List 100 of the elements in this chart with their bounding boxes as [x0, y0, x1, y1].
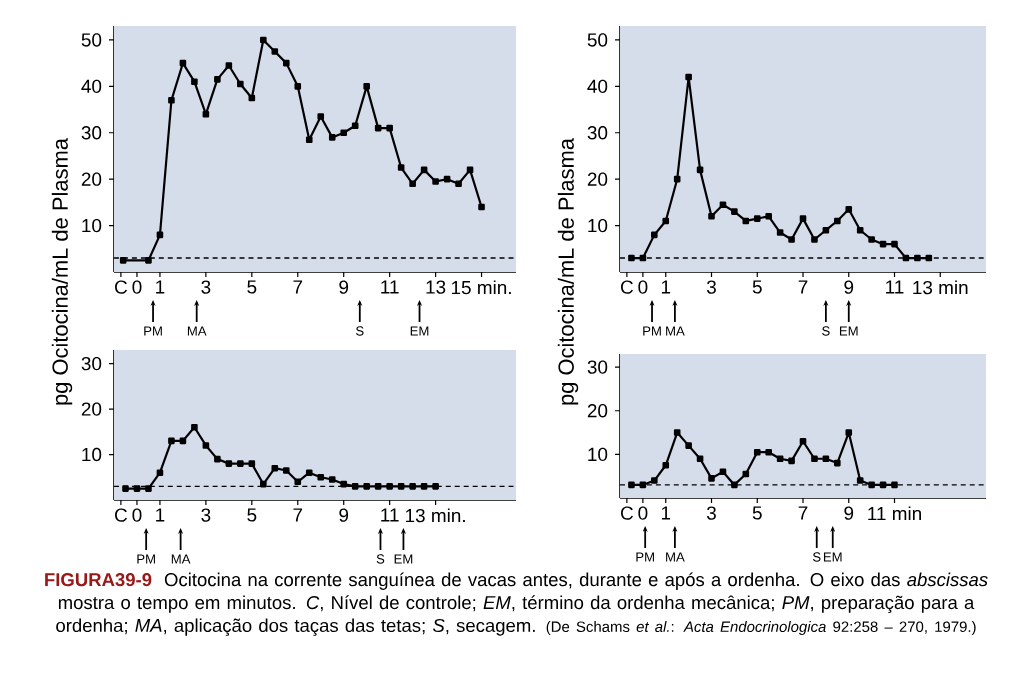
point — [237, 80, 244, 88]
point — [868, 236, 875, 243]
point — [742, 470, 750, 478]
x-tick-label: 9 — [339, 280, 349, 294]
point — [351, 483, 359, 490]
point — [133, 485, 141, 492]
point — [432, 178, 439, 185]
point — [834, 217, 841, 225]
x-tick-label: C — [621, 280, 633, 294]
y-tick-label: 30 — [587, 360, 608, 374]
point — [202, 110, 210, 118]
point — [822, 226, 830, 234]
x-tick-label: 7 — [293, 280, 303, 294]
y-tick-label: 20 — [81, 402, 102, 416]
point — [282, 467, 290, 474]
y-tick-label: 20 — [587, 404, 608, 418]
x-tick-label: 0 — [132, 508, 142, 522]
point — [248, 460, 256, 467]
point — [455, 180, 462, 188]
point — [891, 240, 898, 248]
point — [776, 229, 784, 236]
point — [765, 213, 772, 220]
point — [753, 448, 761, 456]
y-tick-label: 10 — [82, 447, 102, 462]
point — [271, 464, 279, 472]
point — [225, 460, 233, 467]
x-tick-label: 1 — [661, 506, 671, 520]
x-tick-label: 5 — [247, 508, 257, 522]
point — [776, 455, 784, 463]
point — [673, 429, 681, 436]
x-tick-label: C — [621, 506, 633, 520]
point — [879, 240, 887, 248]
x-tick-label: 5 — [247, 280, 257, 294]
point — [305, 136, 313, 144]
y-tick-label: 10 — [588, 218, 608, 233]
point — [685, 442, 692, 449]
point — [856, 226, 864, 234]
x-tick-label: 9 — [844, 506, 854, 520]
x-tick-label: 9 — [339, 508, 349, 522]
point — [237, 460, 244, 467]
point — [639, 254, 647, 262]
point — [225, 62, 233, 69]
x-tick-label: 0 — [638, 506, 648, 520]
y-tick-label: 40 — [81, 79, 102, 94]
x-tick-label: 13 — [426, 280, 446, 294]
point — [478, 203, 485, 211]
point — [179, 437, 187, 445]
point — [374, 483, 382, 490]
point — [662, 461, 670, 469]
x-tick-label: 0 — [638, 280, 648, 294]
x-tick-label: 3 — [201, 508, 211, 522]
point — [397, 483, 405, 490]
x-tick-label: C — [115, 280, 128, 294]
x-tick-label: 0 — [132, 280, 142, 294]
y-tick-label: 50 — [587, 33, 608, 47]
y-tick-label: 20 — [81, 172, 102, 186]
point — [811, 236, 818, 243]
point — [340, 129, 348, 137]
y-tick-label: 50 — [81, 33, 102, 47]
point — [799, 437, 807, 445]
point — [294, 478, 302, 486]
x-tick-label: 3 — [706, 506, 716, 520]
point — [731, 481, 738, 489]
point — [788, 236, 795, 243]
point — [868, 481, 875, 489]
x-tick-label: 7 — [293, 508, 303, 522]
x-tick-label: 13 min — [913, 280, 968, 295]
point — [145, 257, 152, 264]
point — [363, 83, 370, 90]
point — [282, 59, 290, 67]
x-tick-label: 15 min. — [451, 280, 511, 295]
point — [696, 455, 704, 463]
point — [386, 124, 393, 132]
x-tick-label: 3 — [201, 280, 211, 294]
point — [696, 166, 704, 174]
point — [902, 254, 910, 262]
point — [879, 481, 887, 489]
point — [409, 180, 416, 188]
y-tick-label: 30 — [81, 126, 102, 140]
x-tick-label: 5 — [752, 280, 762, 294]
point — [628, 254, 635, 262]
point — [260, 36, 267, 44]
point — [191, 423, 198, 431]
point — [651, 231, 658, 239]
text: Ocitocina na corrente sanguínea de vacas antes, durante e após a ordenha. O eixo das abscissas — [164, 572, 988, 590]
point — [662, 217, 670, 225]
point — [719, 468, 727, 476]
x-tick-label: 3 — [706, 280, 716, 294]
point — [731, 208, 738, 215]
point — [443, 175, 451, 183]
x-tick-label: 13 min. — [406, 508, 465, 523]
text: mostra o tempo em minutos. C, Nível de controle; EM, término da ordenha mecânica; PM, preparação para a — [58, 595, 975, 613]
point — [811, 455, 818, 463]
point — [685, 73, 692, 81]
x-tick-label: 1 — [156, 280, 165, 294]
point — [248, 94, 256, 102]
point — [260, 480, 267, 488]
point — [822, 455, 830, 463]
y-tick-label: 10 — [588, 447, 608, 462]
point — [719, 201, 727, 208]
